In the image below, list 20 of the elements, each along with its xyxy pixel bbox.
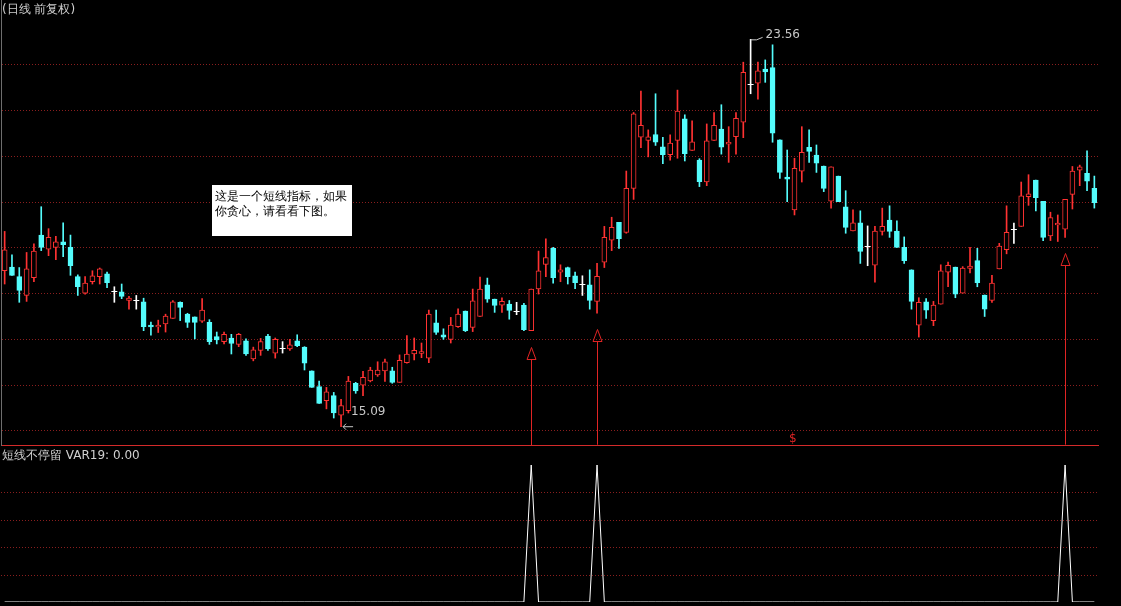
candlestick bbox=[879, 207, 886, 236]
annotation: 这是一个短线指标，如果你贪心，请看看下图。 bbox=[212, 185, 352, 236]
chart-title: 短线不停留 VAR19: 0.00 bbox=[2, 448, 140, 462]
candlestick bbox=[638, 90, 644, 149]
candlestick bbox=[126, 296, 132, 310]
annotation: $ bbox=[789, 431, 797, 445]
candlestick bbox=[806, 129, 812, 163]
candlestick bbox=[499, 297, 505, 313]
candlestick bbox=[1084, 150, 1090, 192]
candlestick bbox=[411, 337, 418, 361]
candlestick bbox=[645, 129, 652, 158]
candlestick bbox=[132, 295, 140, 310]
candlestick bbox=[967, 247, 973, 274]
candlestick bbox=[53, 236, 59, 261]
candlestick bbox=[784, 149, 791, 203]
candlestick bbox=[1010, 222, 1018, 244]
annotation: 23.56 bbox=[765, 27, 800, 42]
candlestick bbox=[543, 238, 549, 278]
chart-title: (日线 前复权) bbox=[2, 2, 76, 16]
annotation: 15.09 bbox=[351, 403, 386, 418]
